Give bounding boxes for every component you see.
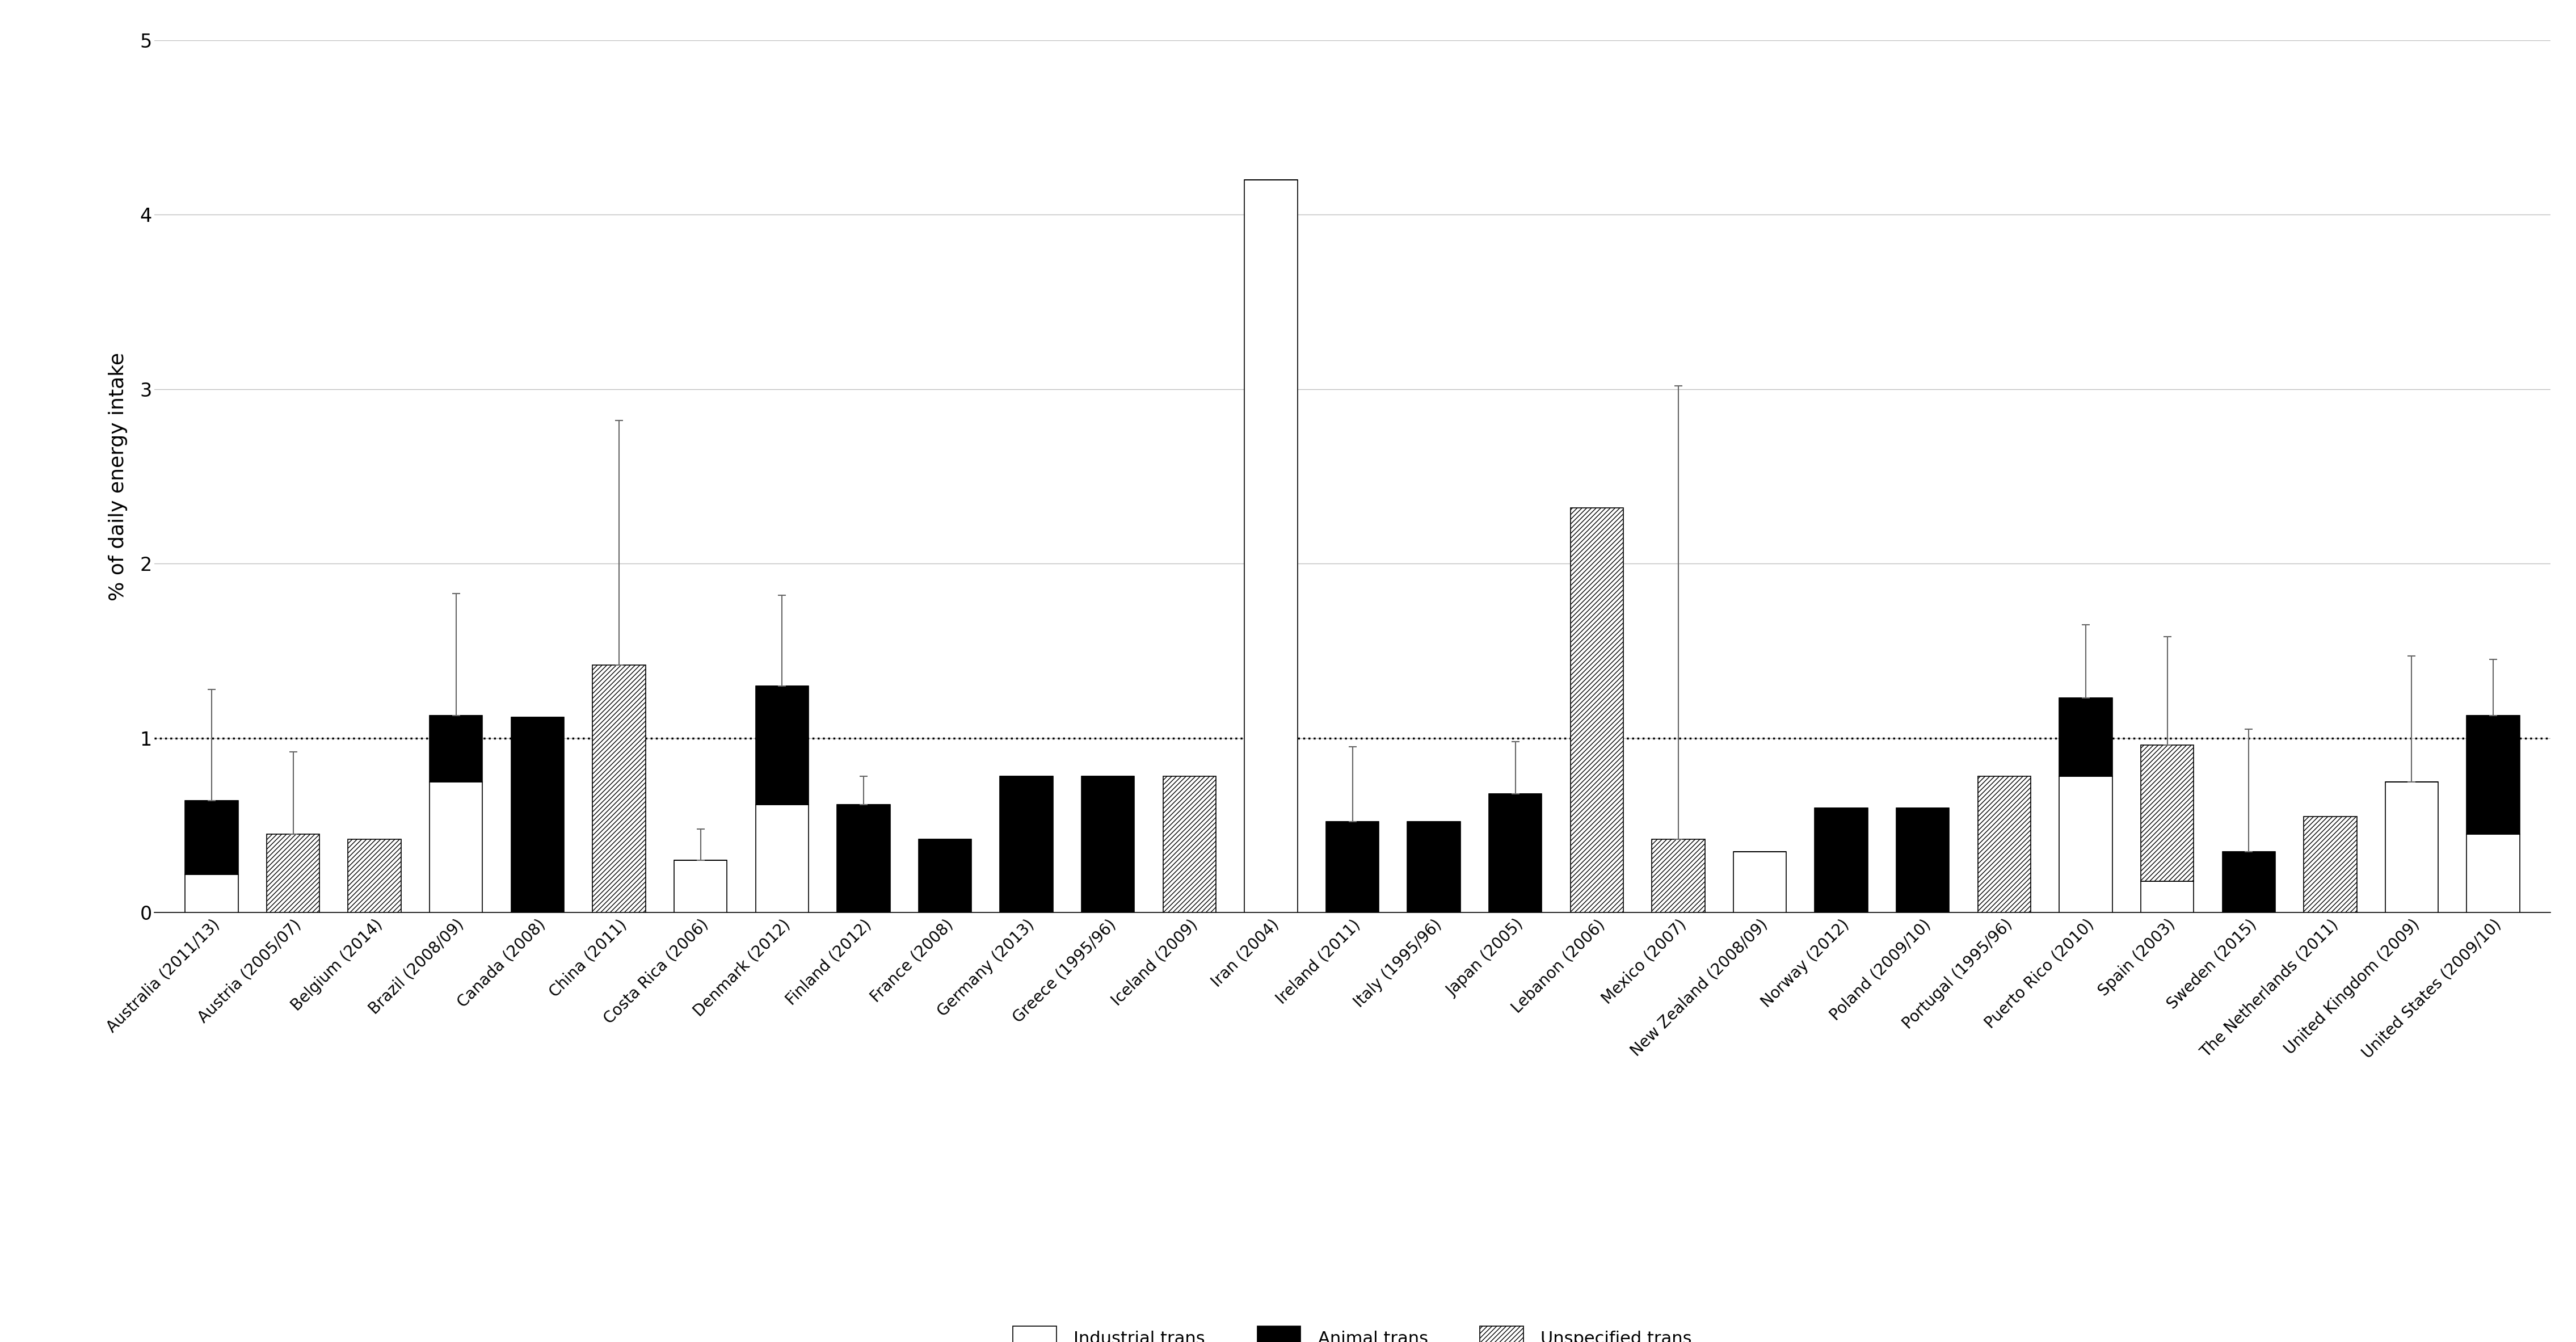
Bar [675, 860, 726, 913]
Bar [2303, 816, 2357, 913]
Bar [1327, 821, 1378, 913]
Bar [592, 664, 647, 913]
Bar [2141, 882, 2195, 913]
Bar [1244, 180, 1298, 913]
Bar [2058, 698, 2112, 777]
Bar [2223, 851, 2275, 913]
Bar [2385, 781, 2439, 913]
Bar [2058, 777, 2112, 913]
Bar [1162, 777, 1216, 913]
Bar [510, 717, 564, 913]
Bar [999, 777, 1054, 913]
Bar [837, 804, 889, 913]
Bar [2468, 833, 2519, 913]
Bar [185, 874, 237, 913]
Bar [1651, 839, 1705, 913]
Bar [430, 715, 482, 781]
Legend: Industrial trans, Animal trans, Unspecified trans: Industrial trans, Animal trans, Unspecif… [1007, 1319, 1698, 1342]
Y-axis label: % of daily energy intake: % of daily energy intake [108, 352, 129, 601]
Bar [1978, 777, 2030, 913]
Bar [920, 839, 971, 913]
Bar [755, 804, 809, 913]
Bar [2141, 745, 2195, 882]
Bar [1082, 777, 1133, 913]
Bar [348, 839, 402, 913]
Bar [1406, 821, 1461, 913]
Bar [755, 686, 809, 804]
Bar [185, 801, 237, 874]
Bar [2468, 715, 2519, 833]
Bar [1489, 794, 1543, 913]
Bar [1896, 808, 1950, 913]
Bar [1816, 808, 1868, 913]
Bar [1734, 851, 1785, 913]
Bar [430, 781, 482, 913]
Bar [1571, 507, 1623, 913]
Bar [265, 833, 319, 913]
